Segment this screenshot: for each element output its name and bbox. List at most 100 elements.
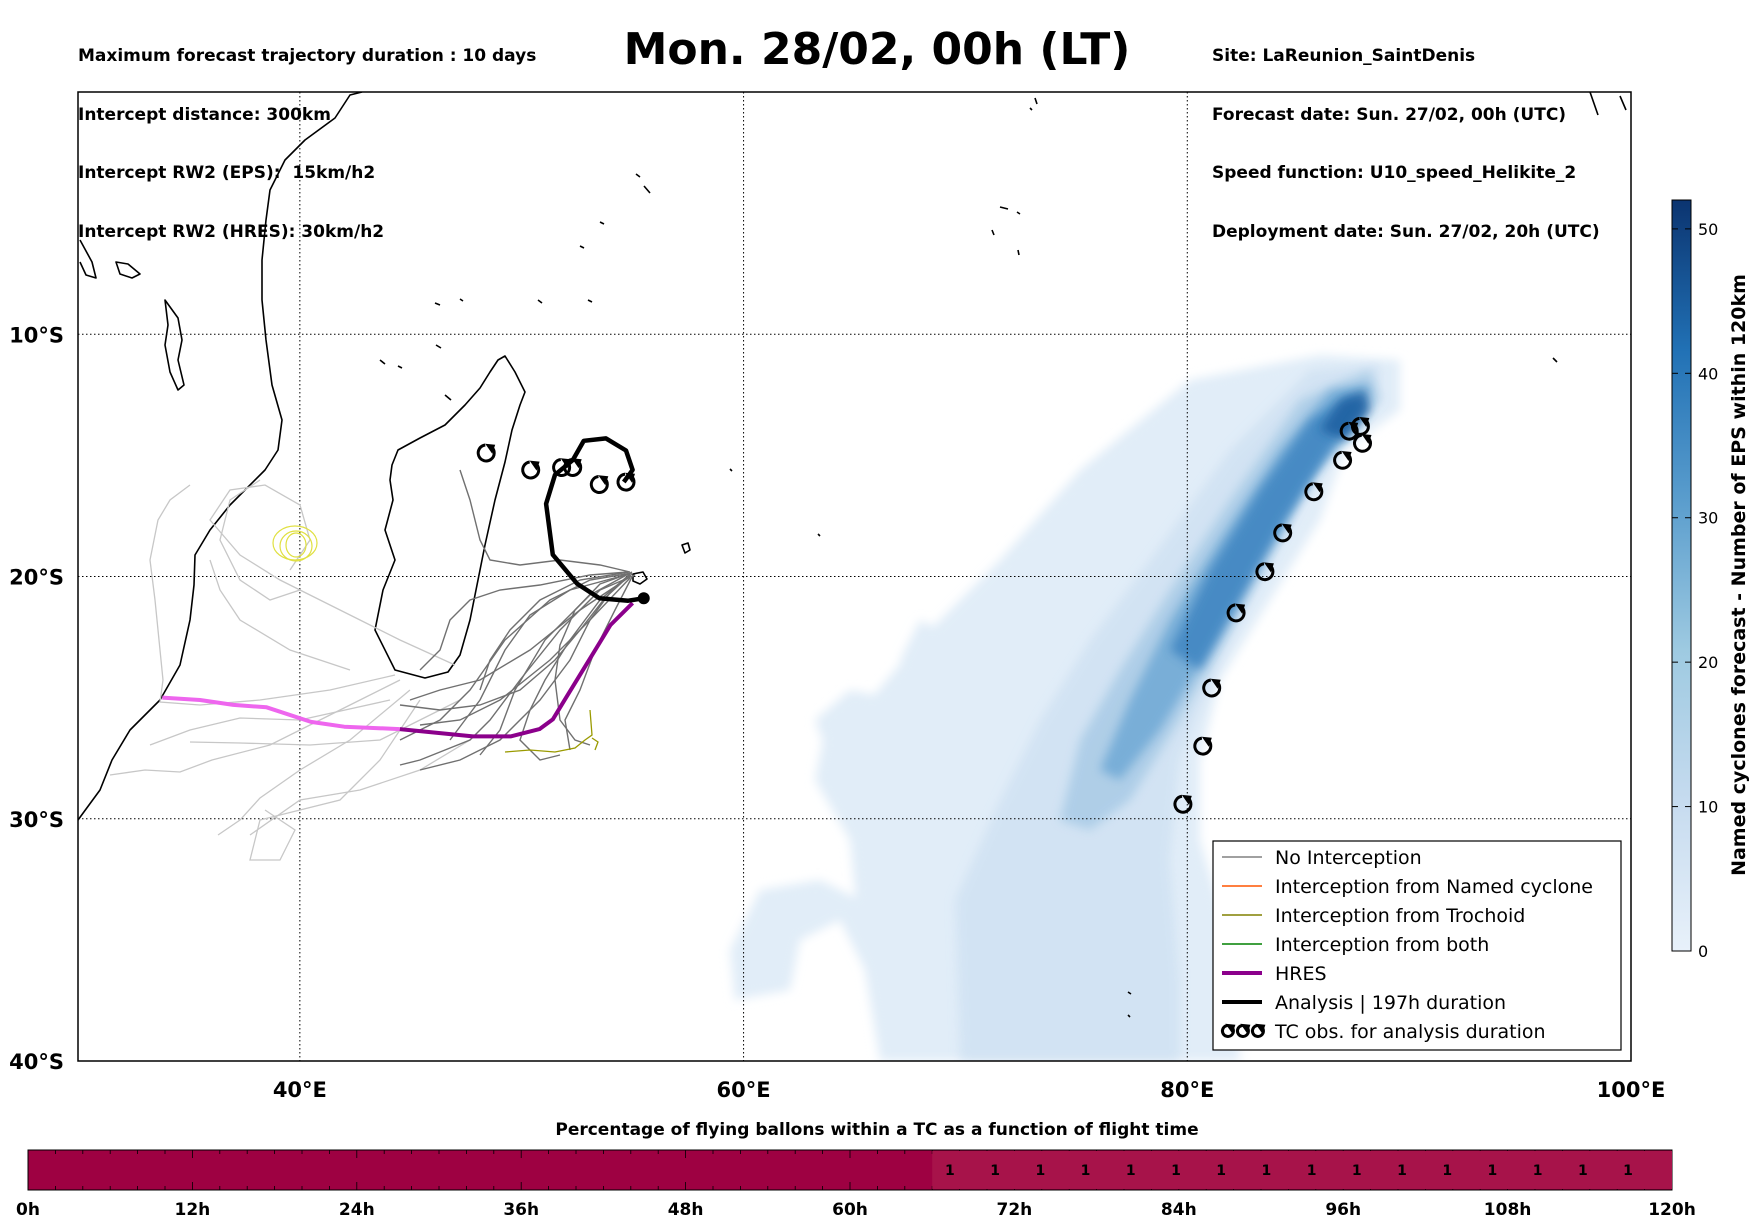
- timebar-cell-value: 1: [1171, 1163, 1181, 1179]
- timebar-tick-label: 72h: [997, 1200, 1033, 1220]
- hres-trajectory: [399, 601, 635, 739]
- header-right-line: Forecast date: Sun. 27/02, 00h (UTC): [1212, 104, 1567, 125]
- eps-trajectory: [209, 484, 456, 666]
- timebar-tick-label: 60h: [832, 1200, 868, 1220]
- eps-trajectory: [149, 699, 391, 746]
- legend-label: TC obs. for analysis duration: [1274, 1021, 1546, 1043]
- y-tick-label: 20°S: [9, 566, 64, 590]
- colorbar-tick-label: 0: [1698, 942, 1708, 961]
- tc-observation-marker: [1333, 450, 1353, 470]
- timebar-cell-value: 1: [1307, 1163, 1317, 1179]
- x-tick-label: 100°E: [1597, 1078, 1666, 1102]
- trochoid-trajectory: [591, 737, 599, 751]
- legend-label: No Interception: [1275, 847, 1422, 869]
- timebar-active-segment: [932, 1151, 1672, 1189]
- lake-malawi: [164, 299, 185, 391]
- tc-observation-marker: [1304, 482, 1324, 502]
- y-axis-tick-labels: 10°S 20°S 30°S 40°S: [9, 323, 64, 1074]
- tc-observation-marker: [476, 443, 496, 463]
- legend-frame: [1212, 840, 1622, 1051]
- analysis-trajectory: [543, 436, 645, 603]
- launch-site-marker: [637, 592, 650, 605]
- trochoid-trajectory: [504, 709, 593, 753]
- header-right-line: Deployment date: Sun. 27/02, 20h (UTC): [1212, 221, 1600, 242]
- header-left-line: Intercept RW2 (HRES): 30km/h2: [78, 221, 385, 242]
- timebar-cell-value: 1: [1216, 1163, 1226, 1179]
- africa-coastline: [78, 92, 363, 821]
- header-right-line: Speed function: U10_speed_Helikite_2: [1212, 163, 1577, 183]
- timebar-tick-label: 84h: [1161, 1200, 1197, 1220]
- mauritius-island: [681, 542, 691, 554]
- tc-observation-marker: [1353, 433, 1373, 453]
- eps-density-field: [730, 355, 1400, 1061]
- eps-trajectory: [479, 571, 633, 756]
- trochoid-loop: [285, 532, 307, 558]
- timebar-cell-value: 1: [1035, 1163, 1045, 1179]
- timebar-cell-value: 1: [1578, 1163, 1588, 1179]
- timebar-tick-label: 12h: [175, 1200, 211, 1220]
- eps-trajectory: [209, 559, 351, 671]
- hres-trajectory-far: [162, 695, 400, 732]
- legend-marker-icon: [1220, 1023, 1236, 1038]
- colorbar: Named cyclones forecast - Number of EPS …: [1671, 199, 1750, 961]
- timebar-cell-value: 1: [1081, 1163, 1091, 1179]
- timebar-tick-label: 0h: [16, 1200, 40, 1220]
- timebar-cell-value: 1: [1126, 1163, 1136, 1179]
- colorbar-tick-label: 30: [1698, 509, 1718, 528]
- legend-label: Interception from Trochoid: [1275, 905, 1525, 927]
- legend-label: Interception from both: [1275, 934, 1489, 956]
- tc-observation-marker: [616, 472, 636, 492]
- eps-trajectory: [399, 572, 633, 741]
- tc-observation-marker: [589, 475, 609, 494]
- timebar-tick-label: 36h: [503, 1200, 539, 1220]
- header-left-line: Maximum forecast trajectory duration : 1…: [78, 46, 537, 66]
- timebar-tick-label: 120h: [1648, 1200, 1696, 1220]
- header-right-line: Site: LaReunion_SaintDenis: [1212, 46, 1476, 66]
- header-left-line: Intercept RW2 (EPS): 15km/h2: [78, 163, 376, 183]
- timebar-cell-value: 1: [1397, 1163, 1407, 1179]
- eps-trajectories-no-interception: [399, 469, 636, 771]
- y-tick-label: 40°S: [9, 1050, 64, 1074]
- timebar-cell-value: 1: [1488, 1163, 1498, 1179]
- legend-label: Analysis | 197h duration: [1275, 992, 1506, 1014]
- tc-observation-marker: [1226, 603, 1246, 623]
- x-axis-tick-labels: 40°E 60°E 80°E 100°E: [273, 1078, 1666, 1102]
- colorbar-tick-label: 10: [1698, 798, 1718, 817]
- timebar-tick-label: 96h: [1325, 1200, 1361, 1220]
- timebar-tick-label: 24h: [339, 1200, 375, 1220]
- legend-marker-icon: [1250, 1023, 1266, 1038]
- header-info-right: Site: LaReunion_SaintDenis Forecast date…: [1212, 8, 1600, 262]
- eps-trajectory: [554, 572, 632, 746]
- eps-trajectory: [519, 573, 631, 761]
- eps-trajectories-light: [109, 479, 471, 861]
- timebar-cell-value: 1: [990, 1163, 1000, 1179]
- eps-trajectory: [459, 469, 631, 573]
- timebar-title: Percentage of flying ballons within a TC…: [555, 1120, 1198, 1140]
- eps-trajectory: [109, 679, 401, 776]
- eps-trajectory: [217, 689, 411, 836]
- eps-trajectory: [399, 574, 631, 711]
- chart-title: Mon. 28/02, 00h (LT): [623, 24, 1131, 75]
- timebar-tick-label: 48h: [668, 1200, 704, 1220]
- x-tick-label: 80°E: [1160, 1078, 1214, 1102]
- timebar-cell-value: 1: [1352, 1163, 1362, 1179]
- trochoid-interception-tracks: [504, 709, 599, 753]
- madagascar-coastline: [374, 355, 526, 679]
- eps-trajectory: [479, 571, 630, 691]
- timebar-cell-value: 1: [945, 1163, 955, 1179]
- eps-trajectory: [189, 699, 461, 746]
- colorbar-scale: [1671, 199, 1692, 952]
- y-tick-label: 10°S: [9, 323, 64, 347]
- reunion-island: [632, 571, 648, 585]
- timebar-cell-value: 1: [1533, 1163, 1543, 1179]
- timebar-cell-value: 1: [1623, 1163, 1633, 1179]
- eps-trajectory: [249, 699, 421, 861]
- zanzibar-island: [115, 261, 141, 279]
- tc-observation-marker: [563, 458, 583, 477]
- grid-lines: [78, 92, 1631, 1061]
- tc-observation-markers: [476, 416, 1373, 814]
- eps-trajectory: [419, 577, 631, 726]
- trochoid-loop: [279, 530, 313, 562]
- eps-trajectory: [249, 739, 471, 836]
